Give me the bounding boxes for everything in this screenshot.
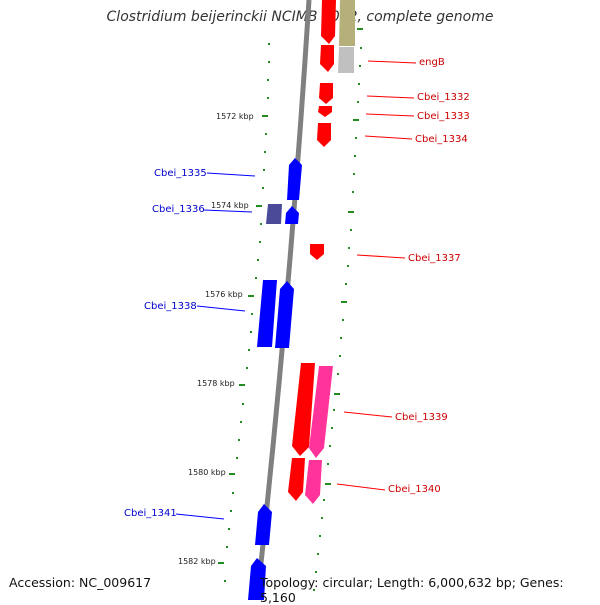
genome-title: Clostridium beijerinckii NCIMB 8052, com… [106, 9, 494, 25]
tick-label-1576: 1576 kbp [205, 290, 243, 299]
gene-label-Cbei_1340: Cbei_1340 [388, 484, 441, 495]
gene-arrow-engB [320, 45, 334, 72]
tick-label-1580: 1580 kbp [188, 468, 226, 477]
topology-text: Topology: circular; Length: 6,000,632 bp… [260, 575, 564, 605]
gene-label-Cbei_1333: Cbei_1333 [417, 111, 470, 122]
gene-arrow-Cbei_1337 [310, 244, 324, 260]
tick-ring-left [218, 43, 270, 582]
gene-labels: engB Cbei_1332 Cbei_1333 Cbei_1334 Cbei_… [124, 57, 470, 519]
gene-arrow-top-olive [339, 0, 355, 46]
gene-arrow-Cbei_1339-pink [309, 366, 333, 458]
gene-label-Cbei_1335: Cbei_1335 [154, 168, 207, 179]
gene-arrow-Cbei_1340-red [288, 458, 305, 501]
tick-labels: 1572 kbp 1574 kbp 1576 kbp 1578 kbp 1580… [178, 112, 254, 566]
tick-label-1574: 1574 kbp [211, 201, 249, 210]
gene-label-engB: engB [419, 57, 445, 68]
gene-label-Cbei_1334: Cbei_1334 [415, 134, 468, 145]
gene-arrow-Cbei_1335 [287, 158, 302, 200]
tick-ring-right [313, 28, 363, 591]
tick-label-1582: 1582 kbp [178, 557, 216, 566]
gene-label-Cbei_1338: Cbei_1338 [144, 301, 197, 312]
label-lines [175, 60, 417, 520]
gene-arrow-Cbei_1338-a [257, 280, 277, 347]
gene-arrow-grey [338, 47, 354, 73]
gene-label-Cbei_1339: Cbei_1339 [395, 412, 448, 423]
gene-label-Cbei_1341: Cbei_1341 [124, 508, 177, 519]
gene-arrow-Cbei_1336-navy [266, 204, 282, 224]
gene-arrow-Cbei_1336 [285, 206, 299, 224]
gene-arrow-bottom-blue [248, 558, 266, 600]
gene-arrow-Cbei_1339-red [292, 363, 315, 456]
gene-arrow-Cbei_1340-pink [305, 460, 322, 504]
gene-label-Cbei_1332: Cbei_1332 [417, 92, 470, 103]
gene-arrow-Cbei_1334 [317, 123, 331, 147]
gene-label-Cbei_1336: Cbei_1336 [152, 204, 205, 215]
tick-label-1572: 1572 kbp [216, 112, 254, 121]
gene-arrow-Cbei_1333 [318, 106, 332, 117]
gene-arrow-Cbei_1341 [255, 504, 272, 545]
gene-arrow-Cbei_1332 [319, 83, 333, 104]
tick-label-1578: 1578 kbp [197, 379, 235, 388]
gene-arrow-top-red [321, 0, 336, 44]
accession-text: Accession: NC_009617 [9, 575, 152, 590]
gene-label-Cbei_1337: Cbei_1337 [408, 253, 461, 264]
gene-arrow-Cbei_1338-b [275, 281, 294, 348]
reverse-genes [248, 158, 302, 600]
forward-genes [288, 0, 355, 504]
